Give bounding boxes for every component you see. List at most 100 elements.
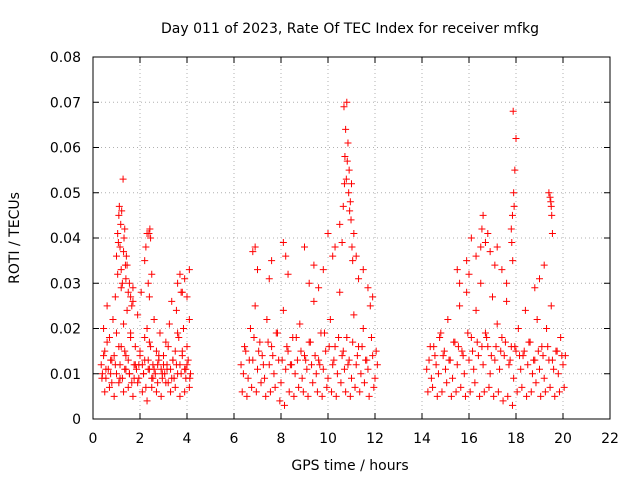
data-point	[271, 383, 279, 391]
data-point	[123, 306, 131, 314]
data-point	[440, 347, 448, 355]
data-point	[509, 257, 517, 265]
data-point	[125, 279, 133, 287]
data-point	[105, 334, 113, 342]
x-tick-label: 16	[460, 431, 478, 447]
data-point	[474, 352, 482, 360]
data-point	[128, 302, 136, 310]
data-point	[335, 334, 343, 342]
data-point	[168, 297, 176, 305]
data-point	[243, 392, 251, 400]
data-point	[459, 352, 467, 360]
data-point	[517, 365, 525, 373]
data-point	[284, 347, 292, 355]
data-point	[313, 388, 321, 396]
data-point	[185, 266, 193, 274]
data-point	[129, 284, 137, 292]
data-point	[478, 225, 486, 233]
data-point	[120, 248, 128, 256]
data-point	[333, 370, 341, 378]
data-point	[469, 347, 477, 355]
data-point	[487, 352, 495, 360]
data-point	[427, 374, 435, 382]
data-point	[545, 189, 553, 197]
data-point	[349, 257, 357, 265]
data-point	[157, 365, 165, 373]
data-point	[297, 347, 305, 355]
x-tick-label: 20	[554, 431, 572, 447]
data-point	[154, 379, 162, 387]
data-point	[168, 374, 176, 382]
x-tick-label: 4	[183, 431, 192, 447]
data-point	[503, 279, 511, 287]
data-point	[520, 347, 528, 355]
data-point	[282, 365, 290, 373]
data-point	[554, 370, 562, 378]
data-point	[293, 356, 301, 364]
data-point	[326, 315, 334, 323]
data-point	[150, 315, 158, 323]
data-point	[141, 356, 149, 364]
data-point	[176, 270, 184, 278]
data-point	[536, 365, 543, 373]
data-point	[470, 365, 478, 373]
data-point	[148, 383, 156, 391]
data-point	[444, 315, 452, 323]
data-point	[349, 338, 357, 346]
data-point	[437, 329, 445, 337]
data-point	[432, 361, 440, 369]
data-point	[316, 361, 324, 369]
data-point	[145, 293, 153, 301]
data-point	[485, 383, 493, 391]
data-point	[132, 365, 140, 373]
data-point	[537, 392, 545, 400]
x-tick-label: 14	[413, 431, 431, 447]
data-point	[124, 356, 132, 364]
data-point	[116, 243, 124, 251]
data-point	[463, 257, 471, 265]
data-point	[282, 252, 290, 260]
data-point	[536, 275, 543, 283]
data-point	[301, 243, 308, 251]
data-point	[174, 329, 182, 337]
data-point	[560, 383, 568, 391]
data-point	[257, 379, 265, 387]
data-point	[369, 352, 377, 360]
data-point	[285, 388, 293, 396]
data-point	[181, 388, 189, 396]
data-point	[331, 243, 339, 251]
data-point	[117, 266, 125, 274]
data-point	[299, 388, 307, 396]
data-point	[363, 356, 371, 364]
data-point	[353, 352, 361, 360]
data-point	[303, 365, 311, 373]
data-point	[508, 211, 516, 219]
data-point	[120, 388, 128, 396]
data-point	[544, 343, 552, 351]
data-point	[138, 388, 146, 396]
data-point	[121, 261, 129, 269]
data-point	[463, 288, 471, 296]
y-tick-label: 0.05	[50, 186, 81, 202]
data-point	[251, 243, 259, 251]
data-point	[447, 392, 455, 400]
data-point	[491, 356, 499, 364]
data-point	[508, 401, 516, 409]
data-point	[129, 297, 137, 305]
data-point	[179, 325, 187, 332]
data-point	[461, 392, 469, 400]
data-point	[490, 392, 498, 400]
data-point	[160, 361, 167, 369]
data-point	[111, 361, 119, 369]
data-point	[343, 334, 351, 342]
data-point	[344, 361, 352, 369]
data-point	[438, 388, 446, 396]
data-point	[279, 306, 287, 314]
data-point	[131, 343, 139, 351]
x-tick-label: 6	[230, 431, 239, 447]
data-point	[476, 392, 484, 400]
data-point	[429, 383, 437, 391]
data-point	[458, 347, 466, 355]
data-point	[532, 379, 540, 387]
